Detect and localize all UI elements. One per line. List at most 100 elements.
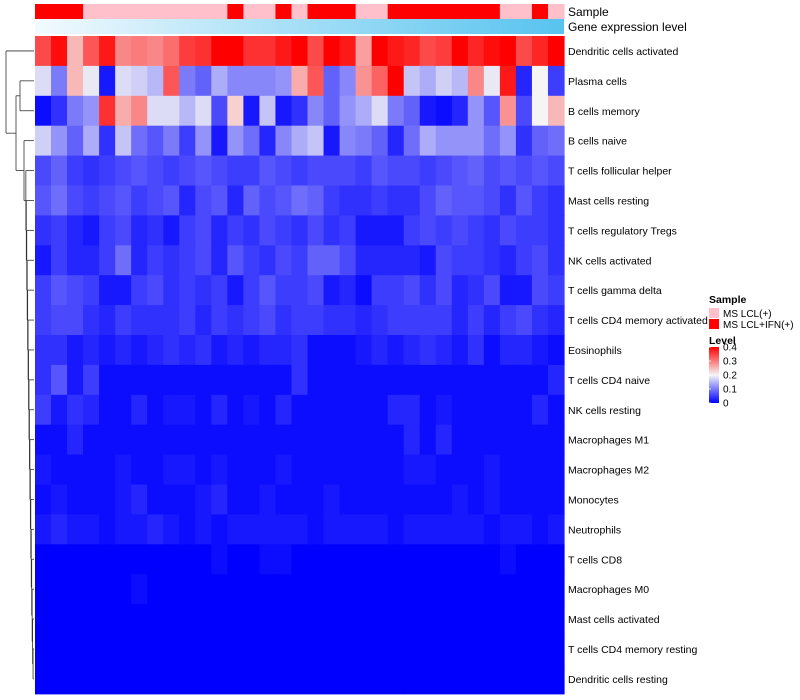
heatmap-cell bbox=[99, 275, 116, 306]
sample-track-cell bbox=[115, 4, 132, 19]
heatmap-cell bbox=[307, 394, 325, 426]
heatmap-cell bbox=[147, 185, 164, 216]
heatmap-cell bbox=[195, 484, 212, 515]
heatmap-cell bbox=[531, 424, 549, 456]
heatmap-cell bbox=[339, 514, 357, 545]
heatmap-cell bbox=[275, 305, 293, 336]
heatmap-cell bbox=[211, 185, 228, 216]
heatmap-cell bbox=[243, 424, 261, 456]
heatmap-cell bbox=[355, 424, 373, 456]
heatmap-cell bbox=[35, 185, 52, 216]
heatmap-cell bbox=[355, 514, 373, 545]
heatmap-cell bbox=[355, 484, 373, 515]
heatmap-cell bbox=[387, 544, 405, 575]
heatmap-cell bbox=[179, 604, 196, 635]
heatmap-cell bbox=[339, 185, 357, 216]
heatmap-cell bbox=[147, 514, 164, 545]
level-legend-colorbar bbox=[709, 347, 719, 403]
heatmap-cell bbox=[243, 364, 261, 396]
heatmap-cell bbox=[451, 275, 469, 306]
heatmap-cell bbox=[531, 514, 549, 545]
heatmap-cell bbox=[163, 544, 180, 575]
heatmap-cell bbox=[515, 604, 533, 635]
row-label: Macrophages M2 bbox=[568, 465, 649, 477]
heatmap-cell bbox=[259, 185, 277, 216]
heatmap-cell bbox=[499, 574, 517, 605]
heatmap-cell bbox=[307, 424, 325, 456]
heatmap-cell bbox=[227, 574, 244, 605]
heatmap-cell bbox=[483, 663, 501, 695]
heatmap-cell bbox=[259, 604, 277, 635]
heatmap-cell bbox=[323, 544, 341, 575]
heatmap-cell bbox=[371, 544, 389, 575]
heatmap-cell bbox=[403, 364, 421, 396]
heatmap-cell bbox=[291, 514, 309, 545]
heatmap-cell bbox=[355, 215, 373, 246]
heatmap-cell bbox=[483, 394, 501, 426]
heatmap-cell bbox=[275, 484, 293, 515]
heatmap-cell bbox=[339, 634, 357, 665]
row-label: Dendritic cells activated bbox=[568, 46, 678, 58]
heatmap-cell bbox=[147, 215, 164, 246]
heatmap-cell bbox=[163, 65, 180, 97]
heatmap-cell bbox=[355, 663, 373, 695]
heatmap-cell bbox=[131, 394, 148, 426]
heatmap-cell bbox=[531, 155, 549, 187]
sample-track-cell bbox=[131, 4, 148, 19]
heatmap-cell bbox=[435, 424, 453, 456]
heatmap-cell bbox=[515, 634, 533, 665]
heatmap-cell bbox=[307, 275, 325, 306]
heatmap-cell bbox=[99, 125, 116, 157]
heatmap-cell bbox=[67, 484, 84, 515]
heatmap-cell bbox=[227, 544, 244, 575]
heatmap-cell bbox=[115, 394, 132, 426]
heatmap-cell bbox=[195, 185, 212, 216]
heatmap-cell bbox=[163, 36, 180, 67]
heatmap-cell bbox=[371, 95, 389, 127]
heatmap-cell bbox=[179, 663, 196, 695]
heatmap-cell bbox=[323, 604, 341, 635]
heatmap-cell bbox=[115, 125, 132, 157]
heatmap-cell bbox=[483, 604, 501, 635]
heatmap-cell bbox=[131, 544, 148, 575]
heatmap-cell bbox=[243, 215, 261, 246]
heatmap-cell bbox=[451, 484, 469, 515]
heatmap-cell bbox=[99, 424, 116, 456]
heatmap-cell bbox=[323, 634, 341, 665]
heatmap-cell bbox=[83, 484, 100, 515]
heatmap-cell bbox=[339, 305, 357, 336]
heatmap-cell bbox=[339, 215, 357, 246]
heatmap-cell bbox=[467, 604, 485, 635]
heatmap-cell bbox=[499, 663, 517, 695]
heatmap-cell bbox=[67, 305, 84, 336]
heatmap-cell bbox=[403, 305, 421, 336]
heatmap-cell bbox=[259, 424, 277, 456]
heatmap-cell bbox=[195, 215, 212, 246]
heatmap-cell bbox=[115, 514, 132, 545]
heatmap-cell bbox=[467, 275, 485, 306]
heatmap-cell bbox=[83, 544, 100, 575]
heatmap-cell bbox=[419, 215, 437, 246]
heatmap-cell bbox=[403, 245, 421, 276]
heatmap-cell bbox=[131, 215, 148, 246]
heatmap-cell bbox=[195, 634, 212, 665]
heatmap-cell bbox=[339, 65, 357, 97]
heatmap-cell bbox=[547, 36, 565, 67]
heatmap-cell bbox=[275, 514, 293, 545]
heatmap-cell bbox=[195, 95, 212, 127]
heatmap-cell bbox=[339, 484, 357, 515]
heatmap-cell bbox=[195, 305, 212, 336]
heatmap-cell bbox=[547, 484, 565, 515]
row-label: T cells regulatory Tregs bbox=[568, 225, 677, 237]
row-label: B cells memory bbox=[568, 106, 641, 118]
heatmap-cell bbox=[355, 185, 373, 216]
sample-track-cell bbox=[403, 4, 421, 19]
heatmap-cell bbox=[51, 155, 68, 187]
sample-track-cell bbox=[499, 4, 517, 19]
heatmap-cell bbox=[179, 335, 196, 366]
heatmap-cell bbox=[243, 245, 261, 276]
heatmap-cell bbox=[499, 544, 517, 575]
heatmap-cell bbox=[259, 245, 277, 276]
heatmap-cell bbox=[387, 36, 405, 67]
level-legend-tick-label: 0.4 bbox=[723, 343, 737, 354]
